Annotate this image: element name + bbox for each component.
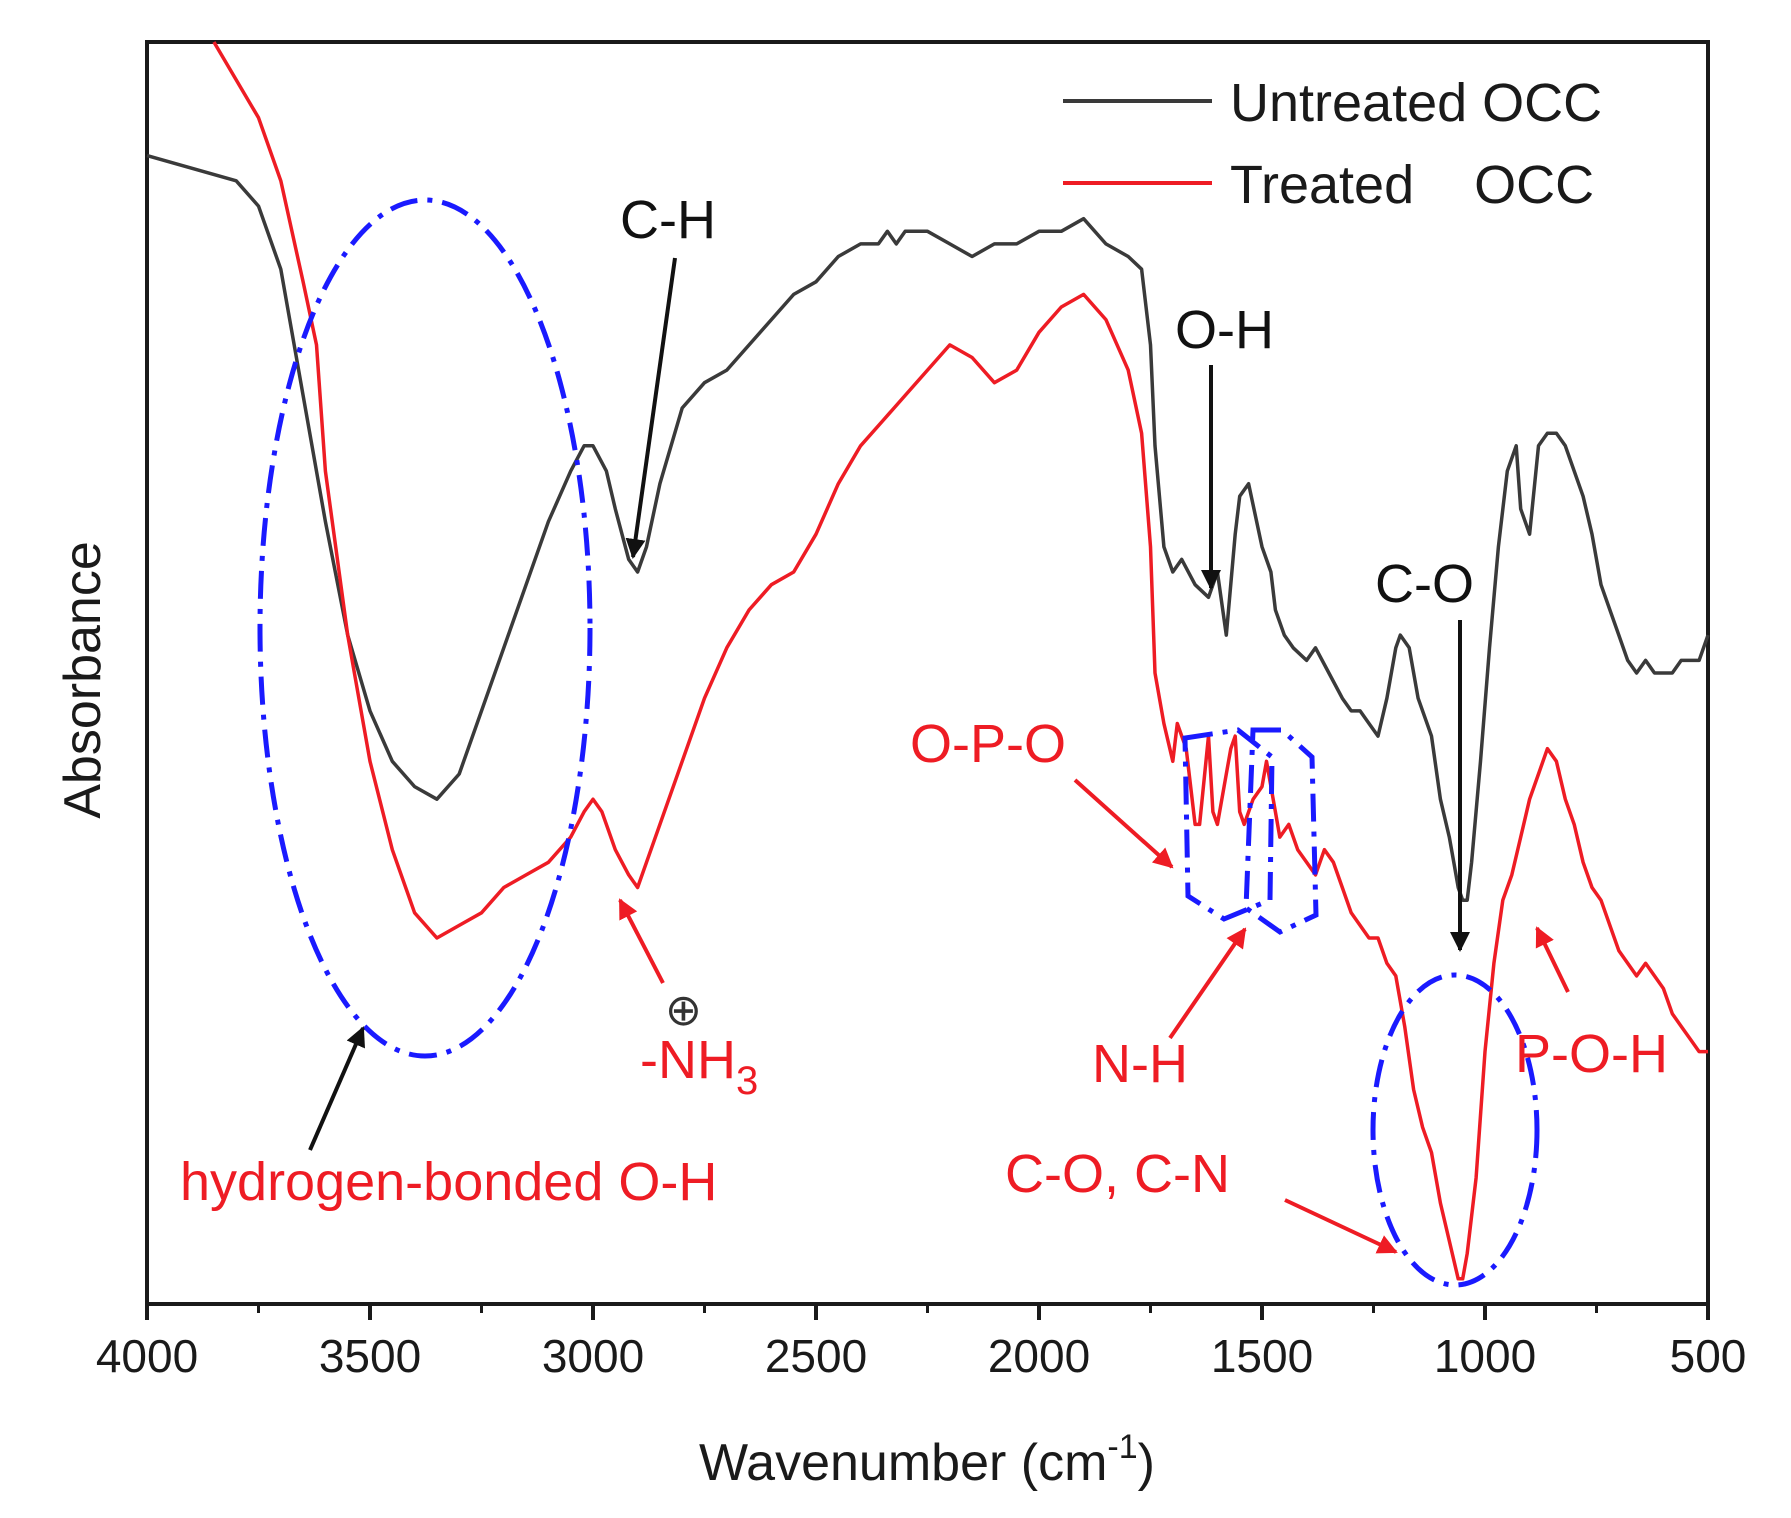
x-axis-ticks: 4000 3500 3000 2500 2000 1500 1000 500 — [96, 1304, 1747, 1382]
annotation-nh3: -NH3 — [640, 1030, 758, 1103]
series-line-treated-occ — [212, 41, 1708, 1281]
arrow-hbond — [308, 1026, 365, 1151]
annotation-c-o-top: C-O — [1375, 554, 1474, 614]
annotation-hbond: hydrogen-bonded O-H — [180, 1152, 717, 1212]
x-tick-label-1000: 1000 — [1434, 1330, 1536, 1382]
annotation-nh3-circle: ⊕ — [665, 985, 702, 1036]
red-annotations: O-P-O ⊕ -NH3 N-H P-O-H C-O, C-N hydrogen… — [180, 714, 1668, 1254]
annotation-nh3-prefix: -NH — [640, 1030, 736, 1090]
x-axis-title-sup: -1 — [1107, 1428, 1137, 1466]
y-axis-title: Absorbance — [54, 541, 112, 819]
x-tick-label-4000: 4000 — [96, 1330, 198, 1382]
x-axis-title: Wavenumber (cm-1) — [699, 1428, 1155, 1492]
x-tick-label-500: 500 — [1670, 1330, 1747, 1382]
legend: Untreated OCC Treated OCC — [1063, 73, 1602, 215]
x-tick-label-2000: 2000 — [988, 1330, 1090, 1382]
legend-label-treated: Treated OCC — [1230, 155, 1594, 215]
arrow-n-h — [1168, 927, 1247, 1040]
annotation-o-h: O-H — [1175, 300, 1274, 360]
arrow-nh3 — [618, 898, 665, 984]
annotation-o-p-o: O-P-O — [910, 714, 1066, 774]
x-tick-label-3500: 3500 — [319, 1330, 421, 1382]
annotation-p-o-h: P-O-H — [1515, 1024, 1668, 1084]
x-axis-title-close: ) — [1138, 1434, 1155, 1492]
ellipse-co-cn-region — [1370, 972, 1540, 1288]
highlight-ellipses — [257, 197, 1540, 1288]
ellipse-oh-region — [257, 197, 593, 1059]
arrow-c-o-c-n — [1284, 1198, 1398, 1254]
arrow-c-h — [625, 257, 677, 559]
annotation-c-o-c-n: C-O, C-N — [1005, 1144, 1230, 1204]
x-tick-label-1500: 1500 — [1211, 1330, 1313, 1382]
box-opo-region — [1182, 727, 1275, 922]
x-tick-label-3000: 3000 — [542, 1330, 644, 1382]
series-group — [146, 41, 1710, 1281]
legend-label-untreated: Untreated OCC — [1230, 73, 1602, 133]
series-line-untreated-occ — [146, 153, 1710, 902]
arrow-o-p-o — [1073, 778, 1174, 869]
x-tick-label-2500: 2500 — [765, 1330, 867, 1382]
annotation-c-h: C-H — [620, 190, 716, 250]
annotation-n-h: N-H — [1092, 1034, 1188, 1094]
x-axis-title-main: Wavenumber (cm — [699, 1434, 1107, 1492]
box-nh-region — [1243, 727, 1319, 935]
black-annotations: C-H O-H C-O — [308, 190, 1474, 1151]
arrow-p-o-h — [1535, 926, 1570, 993]
annotation-nh3-sub: 3 — [736, 1059, 758, 1103]
